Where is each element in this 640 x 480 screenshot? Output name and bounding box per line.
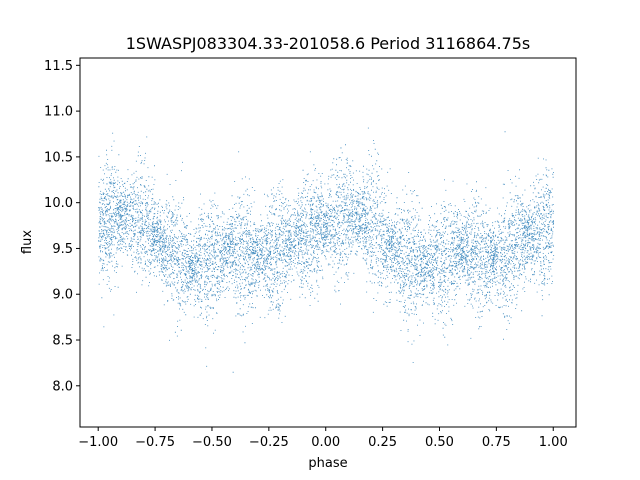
chart-title: 1SWASPJ083304.33-201058.6 Period 3116864… xyxy=(126,34,531,53)
y-tick-label: 8.0 xyxy=(52,379,73,394)
x-tick-label: −0.25 xyxy=(249,435,289,450)
y-tick-label: 11.5 xyxy=(44,59,73,74)
y-tick-label: 8.5 xyxy=(52,334,73,349)
x-tick-label: −0.50 xyxy=(192,435,232,450)
x-axis-label: phase xyxy=(308,456,347,471)
x-tick-label: 0.50 xyxy=(425,435,454,450)
x-tick-label: 0.00 xyxy=(311,435,340,450)
x-tick-label: −0.75 xyxy=(135,435,175,450)
flux-data-points xyxy=(98,127,555,373)
y-tick-label: 9.5 xyxy=(52,242,73,257)
y-tick-label: 9.0 xyxy=(52,288,73,303)
x-tick-label: 0.75 xyxy=(482,435,511,450)
y-axis-label: flux xyxy=(20,230,35,254)
plot-frame xyxy=(79,57,577,428)
y-tick-label: 11.0 xyxy=(44,105,73,120)
x-tick-label: 1.00 xyxy=(539,435,568,450)
y-tick-label: 10.0 xyxy=(44,196,73,211)
scatter-points xyxy=(98,127,555,373)
y-axis-ticks: 8.0 8.5 9.0 9.5 10.0 10.5 11.0 11.5 xyxy=(44,59,80,394)
x-axis-ticks: −1.00 −0.75 −0.50 −0.25 0.00 0.25 0.50 0.75 1.00 xyxy=(78,427,568,450)
x-tick-label: −1.00 xyxy=(78,435,118,450)
x-tick-label: 0.25 xyxy=(368,435,397,450)
y-tick-label: 10.5 xyxy=(44,150,73,165)
